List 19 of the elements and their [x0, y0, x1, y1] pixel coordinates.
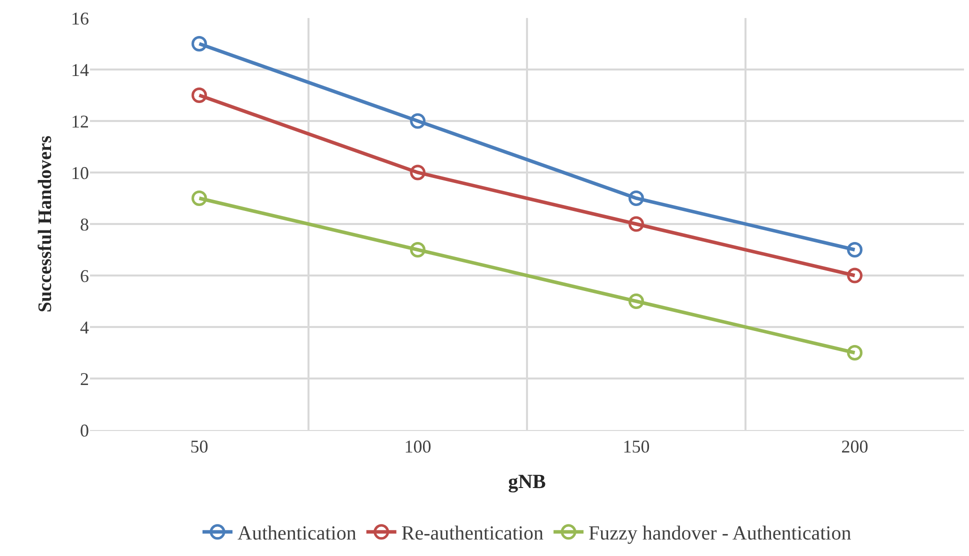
point: [847, 268, 862, 284]
x-tick-label: 150: [622, 436, 650, 457]
y-tick-label: 4: [80, 317, 89, 338]
y-tick-label: 0: [80, 420, 89, 440]
y-tick-label: 14: [71, 60, 89, 80]
x-axis-title: gNB: [508, 471, 546, 494]
legend-label: Re-authentication: [401, 522, 544, 545]
legend-label: Authentication: [238, 522, 356, 545]
y-axis-title: Successful Handovers: [34, 136, 56, 312]
y-tick-label: 10: [71, 162, 89, 183]
x-tick-label: 50: [190, 436, 208, 457]
y-tick-label: 6: [80, 266, 89, 286]
y-tick-label: 16: [71, 8, 89, 28]
legend-label: Fuzzy handover - Authentication: [588, 522, 852, 545]
y-tick-label: 2: [80, 368, 89, 389]
x-tick-label: 200: [841, 436, 868, 457]
x-tick-label: 100: [404, 436, 432, 457]
y-tick-label: 12: [71, 111, 89, 132]
y-tick-label: 8: [80, 214, 89, 234]
